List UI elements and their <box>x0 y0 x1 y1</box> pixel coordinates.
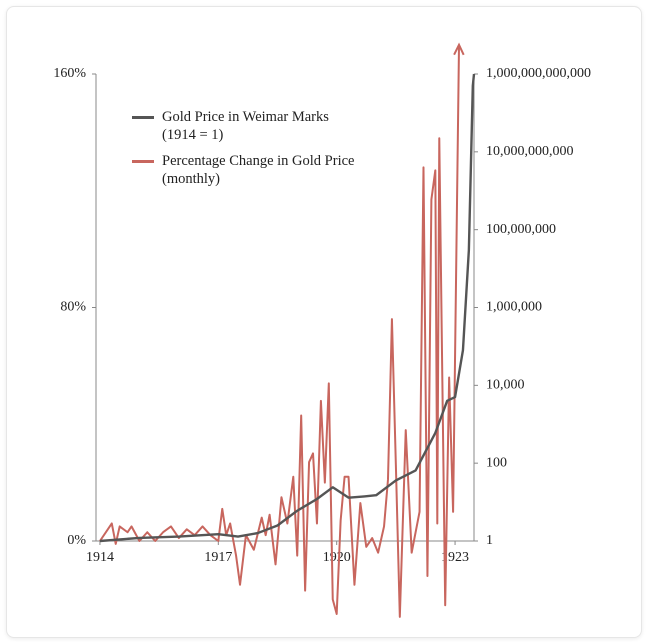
y2-tick-label: 100 <box>486 455 507 470</box>
series-line <box>99 73 476 543</box>
card <box>6 6 642 638</box>
legend: Gold Price in Weimar Marks (1914 = 1) Per… <box>132 108 354 196</box>
y2-tick-label: 10,000,000,000 <box>486 144 574 159</box>
legend-label: Percentage Change in Gold Price (monthly… <box>162 153 355 187</box>
series-line <box>99 44 461 618</box>
legend-swatch <box>132 160 154 163</box>
x-tick-label: 1923 <box>441 550 469 565</box>
y2-tick-label: 1,000,000 <box>486 300 542 315</box>
y2-tick-label: 1 <box>486 533 493 548</box>
y2-tick-label: 10,000 <box>486 378 525 393</box>
y2-tick-label: 100,000,000 <box>486 222 556 237</box>
x-tick-label: 1914 <box>86 550 114 565</box>
legend-item: Gold Price in Weimar Marks (1914 = 1) <box>132 108 354 144</box>
legend-item: Percentage Change in Gold Price (monthly… <box>132 152 354 188</box>
y-tick-label: 0% <box>67 533 86 548</box>
x-tick-label: 1920 <box>323 550 351 565</box>
legend-label: Gold Price in Weimar Marks (1914 = 1) <box>162 109 329 143</box>
arrow-head <box>453 42 465 56</box>
y-tick-label: 160% <box>53 66 86 81</box>
y-tick-label: 80% <box>60 300 86 315</box>
y2-tick-label: 1,000,000,000,000 <box>486 66 591 81</box>
legend-swatch <box>132 116 154 119</box>
x-tick-label: 1917 <box>204 550 232 565</box>
